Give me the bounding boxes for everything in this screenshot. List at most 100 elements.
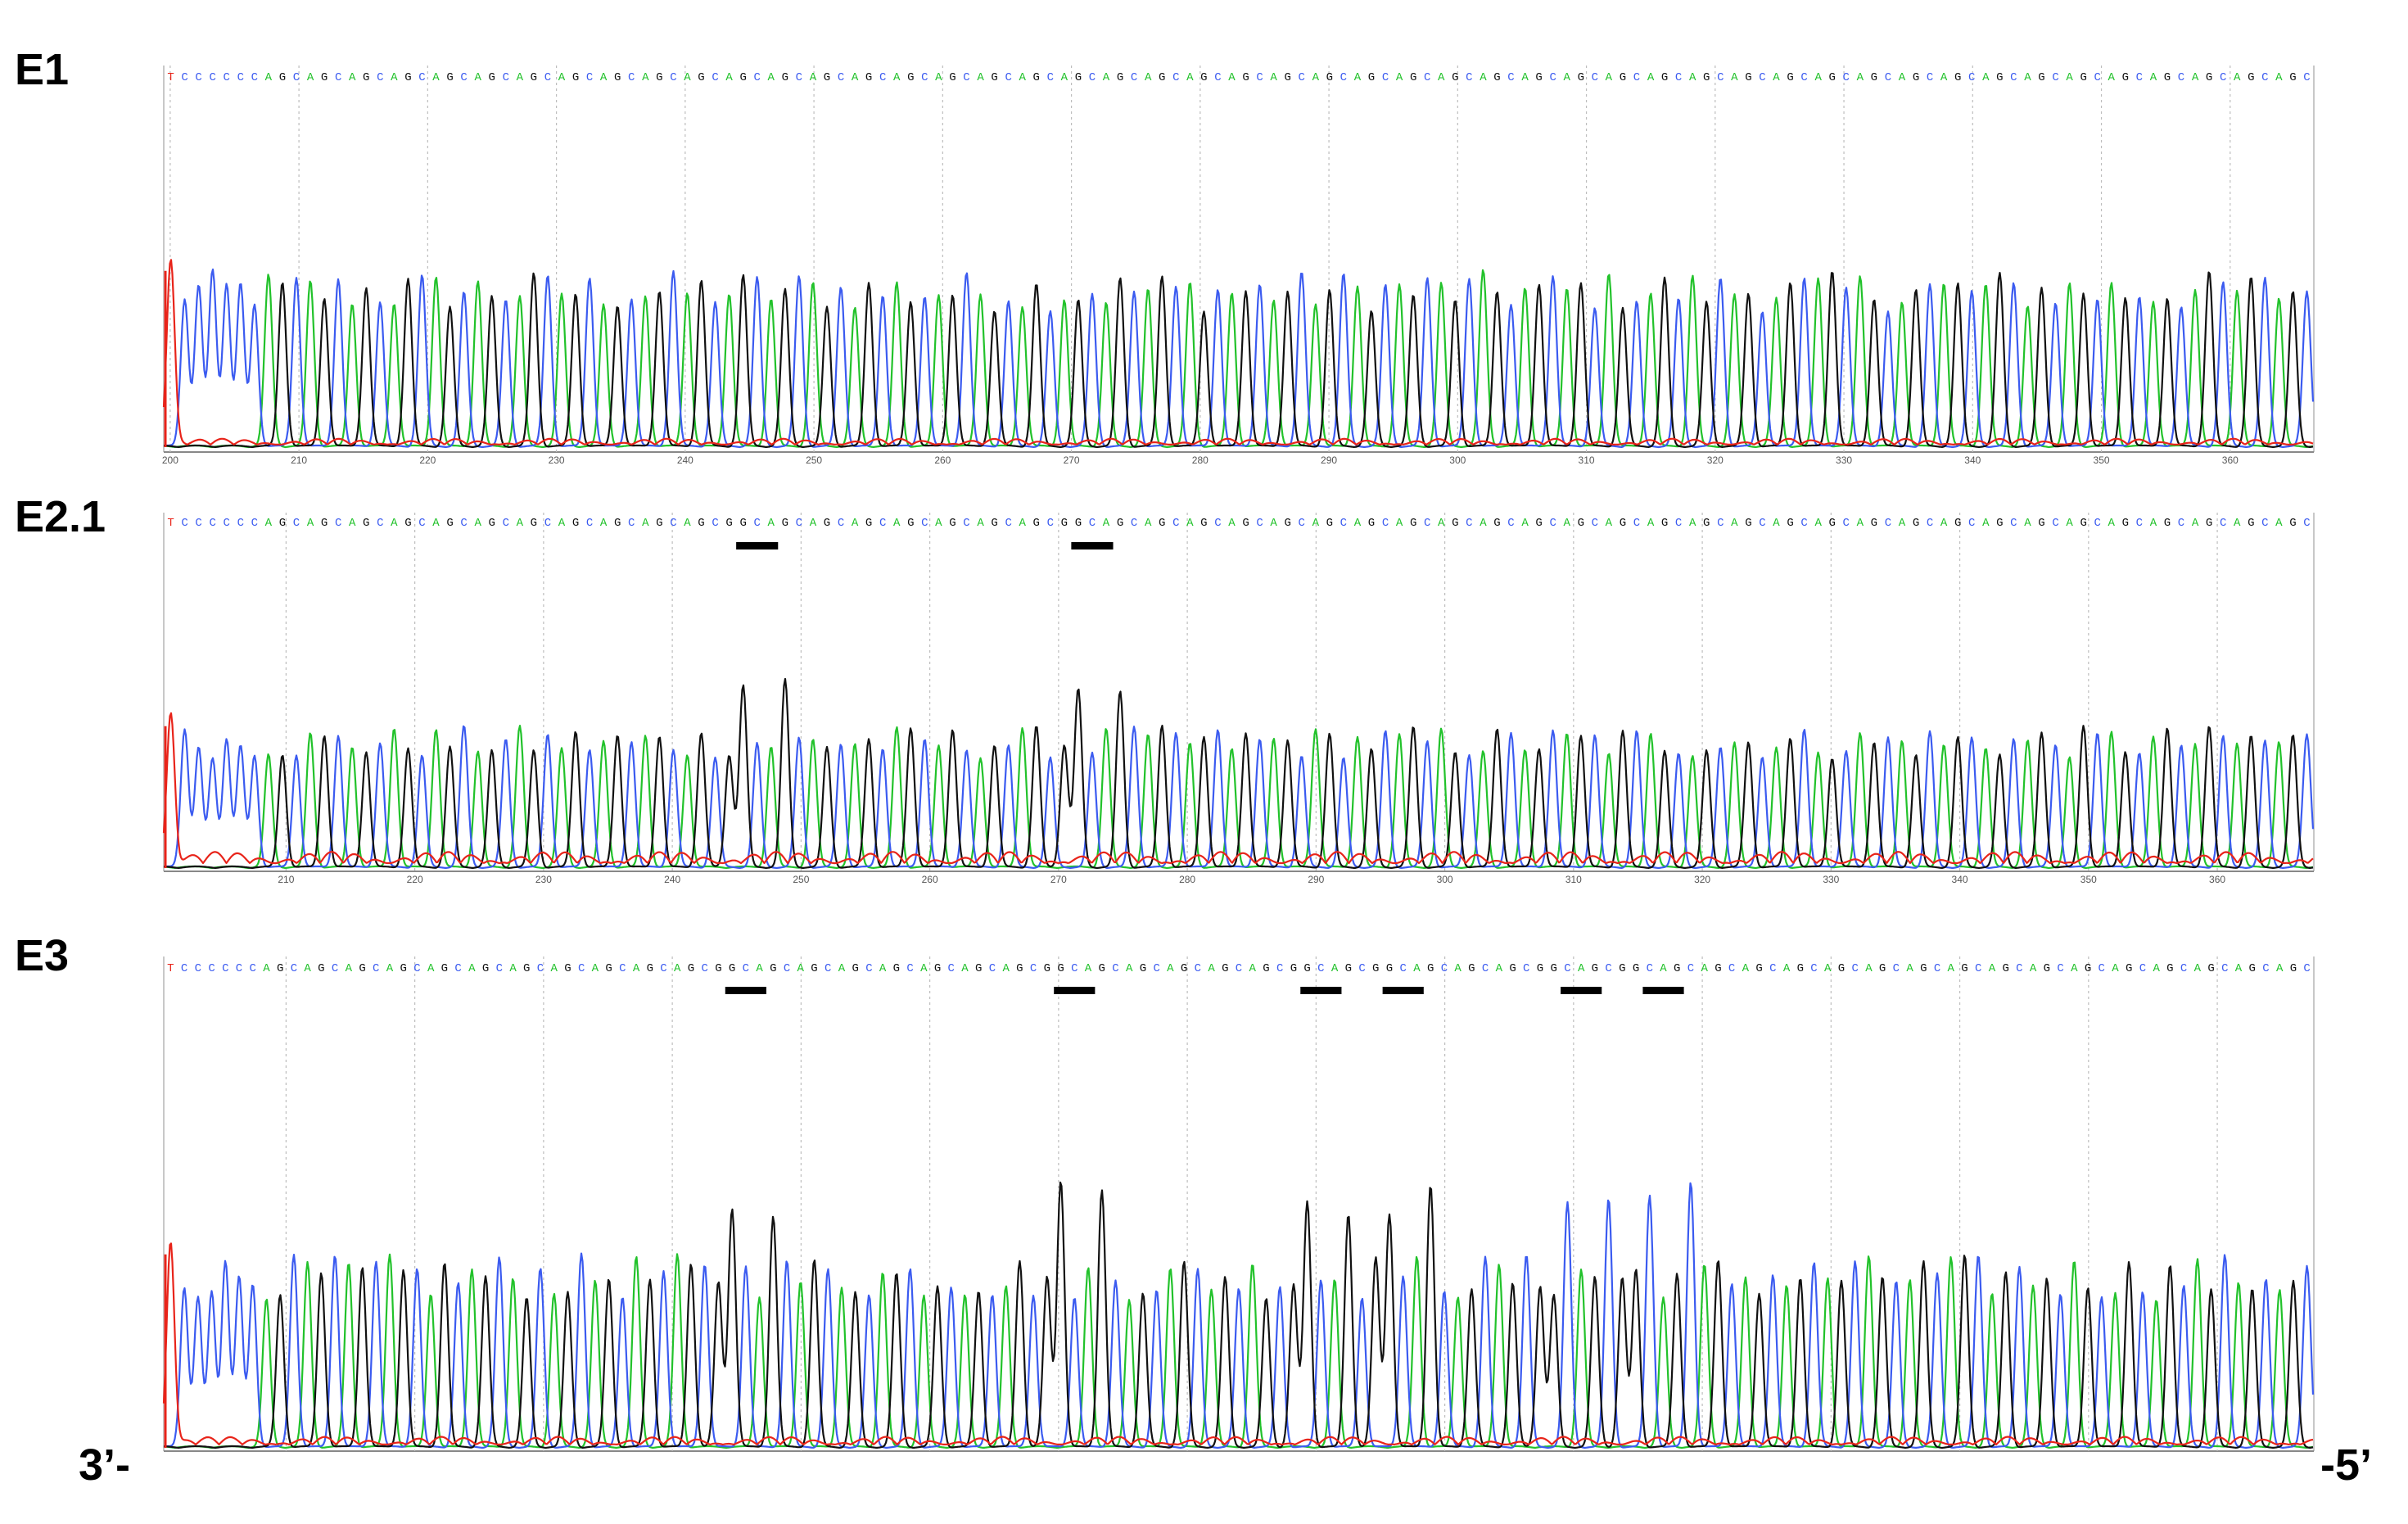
base-call: C bbox=[1340, 71, 1347, 84]
base-call: G bbox=[991, 517, 997, 530]
base-call: C bbox=[208, 962, 215, 975]
base-call: C bbox=[1523, 962, 1529, 975]
base-call: G bbox=[1263, 962, 1269, 975]
tick-label: 320 bbox=[1694, 874, 1710, 885]
base-call: G bbox=[1345, 962, 1352, 975]
base-call: C bbox=[1317, 962, 1324, 975]
base-call: A bbox=[2030, 962, 2037, 975]
base-call: C bbox=[195, 962, 201, 975]
base-call: C bbox=[1358, 962, 1365, 975]
base-call: C bbox=[335, 71, 341, 84]
tick-label: 220 bbox=[407, 874, 423, 885]
base-call: C bbox=[2057, 962, 2063, 975]
base-call: G bbox=[739, 517, 746, 530]
base-call: G bbox=[1954, 71, 1961, 84]
base-call: C bbox=[670, 517, 676, 530]
trace-T bbox=[162, 712, 2314, 865]
base-call: G bbox=[1290, 962, 1297, 975]
base-call: G bbox=[1372, 962, 1379, 975]
base-call: G bbox=[441, 962, 448, 975]
base-call: C bbox=[2220, 517, 2226, 530]
tick-label: 330 bbox=[1823, 874, 1839, 885]
base-call: A bbox=[633, 962, 640, 975]
base-call: G bbox=[1871, 71, 1877, 84]
base-call: G bbox=[1879, 962, 1886, 975]
base-call: C bbox=[293, 71, 300, 84]
mutation-bar bbox=[1054, 987, 1096, 994]
base-call: A bbox=[1103, 71, 1110, 84]
tick-label: 310 bbox=[1579, 454, 1595, 466]
base-call: A bbox=[725, 71, 733, 84]
base-call: C bbox=[1759, 517, 1765, 530]
base-call: G bbox=[279, 517, 286, 530]
base-call: C bbox=[544, 517, 551, 530]
base-call: C bbox=[701, 962, 707, 975]
base-call: G bbox=[1061, 517, 1068, 530]
base-call: A bbox=[263, 962, 270, 975]
base-call: A bbox=[1857, 517, 1864, 530]
base-call: G bbox=[1592, 962, 1598, 975]
base-call: A bbox=[1270, 71, 1277, 84]
base-call: G bbox=[1920, 962, 1927, 975]
base-call: A bbox=[879, 962, 887, 975]
base-call: C bbox=[2016, 962, 2022, 975]
base-call: C bbox=[1071, 962, 1078, 975]
base-call: G bbox=[698, 71, 704, 84]
base-call: G bbox=[1715, 962, 1721, 975]
base-call: A bbox=[1660, 962, 1667, 975]
tick-label: 350 bbox=[2080, 874, 2097, 885]
strand-end-5prime: -5’ bbox=[2320, 1440, 2373, 1490]
strand-end-3prime: 3’- bbox=[79, 1440, 131, 1490]
base-call: A bbox=[2235, 962, 2243, 975]
tick-label: 360 bbox=[2222, 454, 2239, 466]
base-call: A bbox=[1814, 517, 1822, 530]
base-call: A bbox=[1982, 517, 1990, 530]
base-call: C bbox=[1592, 71, 1598, 84]
base-call: G bbox=[1620, 71, 1626, 84]
base-call: A bbox=[961, 962, 969, 975]
base-call: G bbox=[991, 71, 997, 84]
base-call: C bbox=[1927, 517, 1933, 530]
base-call: C bbox=[1893, 962, 1900, 975]
base-call: C bbox=[1276, 962, 1283, 975]
base-call: G bbox=[1057, 962, 1064, 975]
base-call: A bbox=[1606, 71, 1613, 84]
base-call: G bbox=[729, 962, 735, 975]
base-call: C bbox=[1810, 962, 1817, 975]
base-call: A bbox=[684, 71, 691, 84]
base-call: C bbox=[1605, 962, 1611, 975]
base-call: C bbox=[293, 517, 300, 530]
trace-G bbox=[163, 677, 2314, 870]
base-call: C bbox=[1299, 517, 1305, 530]
base-call: A bbox=[2276, 962, 2284, 975]
base-call: A bbox=[1783, 962, 1791, 975]
tick-label: 310 bbox=[1565, 874, 1582, 885]
base-call: G bbox=[605, 962, 612, 975]
base-call: G bbox=[404, 71, 411, 84]
base-call: A bbox=[1270, 517, 1277, 530]
base-call: G bbox=[1619, 962, 1625, 975]
tick-label: 290 bbox=[1321, 454, 1337, 466]
base-call: C bbox=[1005, 517, 1011, 530]
base-call: G bbox=[1996, 517, 2003, 530]
base-call: C bbox=[1047, 71, 1054, 84]
base-call: C bbox=[496, 962, 503, 975]
base-call: G bbox=[363, 71, 369, 84]
tick-label: 210 bbox=[291, 454, 307, 466]
base-call: C bbox=[1633, 517, 1640, 530]
base-call: A bbox=[768, 517, 775, 530]
base-call: C bbox=[1340, 517, 1347, 530]
trace-G bbox=[163, 1181, 2314, 1449]
base-call: C bbox=[224, 71, 230, 84]
base-call: G bbox=[531, 71, 537, 84]
base-call: C bbox=[1549, 71, 1556, 84]
base-call: C bbox=[377, 517, 383, 530]
base-call: A bbox=[2192, 71, 2199, 84]
base-call: C bbox=[1172, 517, 1179, 530]
base-call: C bbox=[619, 962, 626, 975]
base-call: G bbox=[1535, 517, 1542, 530]
base-call: G bbox=[321, 71, 328, 84]
base-call: A bbox=[2066, 517, 2073, 530]
base-call: G bbox=[572, 71, 579, 84]
